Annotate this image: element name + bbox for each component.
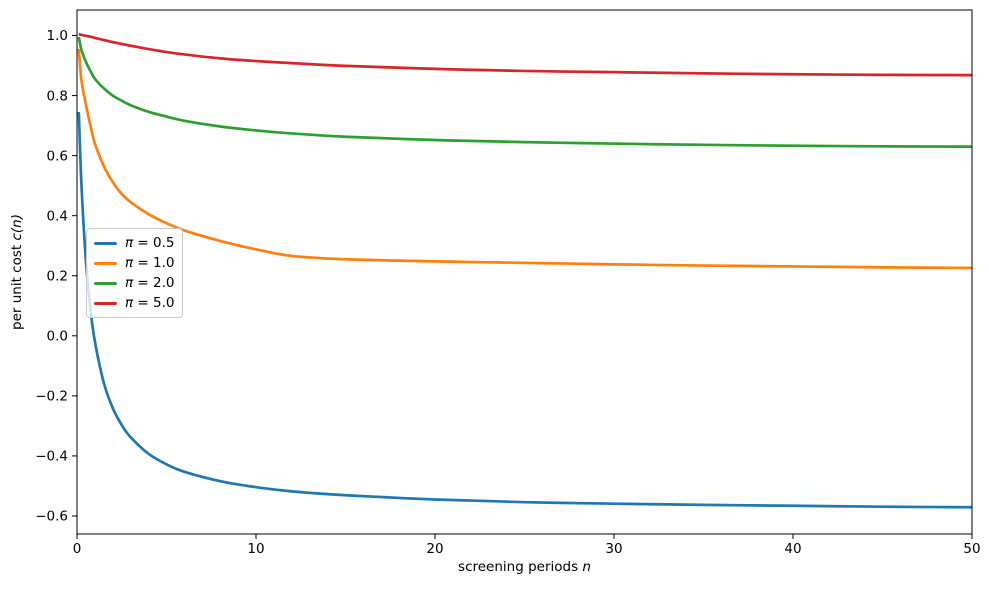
y-tick-label: −0.4: [35, 449, 68, 465]
axes-frame: [76, 9, 973, 535]
y-tick-label: 0.8: [47, 88, 68, 104]
legend-entry: π = 2.0: [94, 273, 176, 293]
y-tick-label: 1.0: [47, 28, 68, 44]
legend-label: π = 2.0: [125, 275, 175, 291]
legend-entry: π = 1.0: [94, 253, 176, 273]
x-axis-label-text: screening periods: [458, 559, 583, 575]
series-line-π=1.0: [77, 48, 973, 270]
x-axis-label-math: n: [582, 559, 591, 575]
y-tick-label: 0.6: [47, 148, 68, 164]
y-axis-label-text: per unit cost: [9, 240, 25, 330]
y-tick-label: −0.2: [35, 389, 68, 405]
legend-label: π = 5.0: [125, 295, 175, 311]
x-tick-label: 0: [73, 541, 82, 557]
x-tick-label: 50: [963, 541, 980, 557]
y-axis-label: per unit cost c(n): [9, 214, 25, 330]
series-line-π=0.5: [77, 112, 973, 509]
x-tick-label: 10: [247, 541, 264, 557]
x-axis-label: screening periods n: [77, 559, 972, 575]
legend: π = 0.5 π = 1.0 π = 2.0 π = 5.0: [86, 228, 183, 318]
legend-line-swatch: [94, 281, 117, 285]
legend-line-swatch: [94, 301, 117, 305]
legend-entry: π = 0.5: [94, 233, 176, 253]
y-tick-label: 0.4: [47, 208, 68, 224]
y-tick-label: 0.0: [47, 329, 68, 345]
x-tick-label: 30: [605, 541, 622, 557]
plot-area: [77, 10, 972, 534]
legend-line-swatch: [94, 241, 117, 245]
series-line-π=5.0: [78, 32, 973, 77]
y-axis-label-math: c(n): [9, 214, 25, 241]
legend-label: π = 1.0: [125, 255, 175, 271]
legend-entry: π = 5.0: [94, 293, 176, 313]
y-tick-label: 0.2: [47, 268, 68, 284]
legend-line-swatch: [94, 261, 117, 265]
x-tick-label: 40: [784, 541, 801, 557]
x-tick-label: 20: [426, 541, 443, 557]
y-tick-label: −0.6: [35, 509, 68, 525]
series-line-π=2.0: [77, 36, 973, 148]
legend-label: π = 0.5: [125, 235, 175, 251]
